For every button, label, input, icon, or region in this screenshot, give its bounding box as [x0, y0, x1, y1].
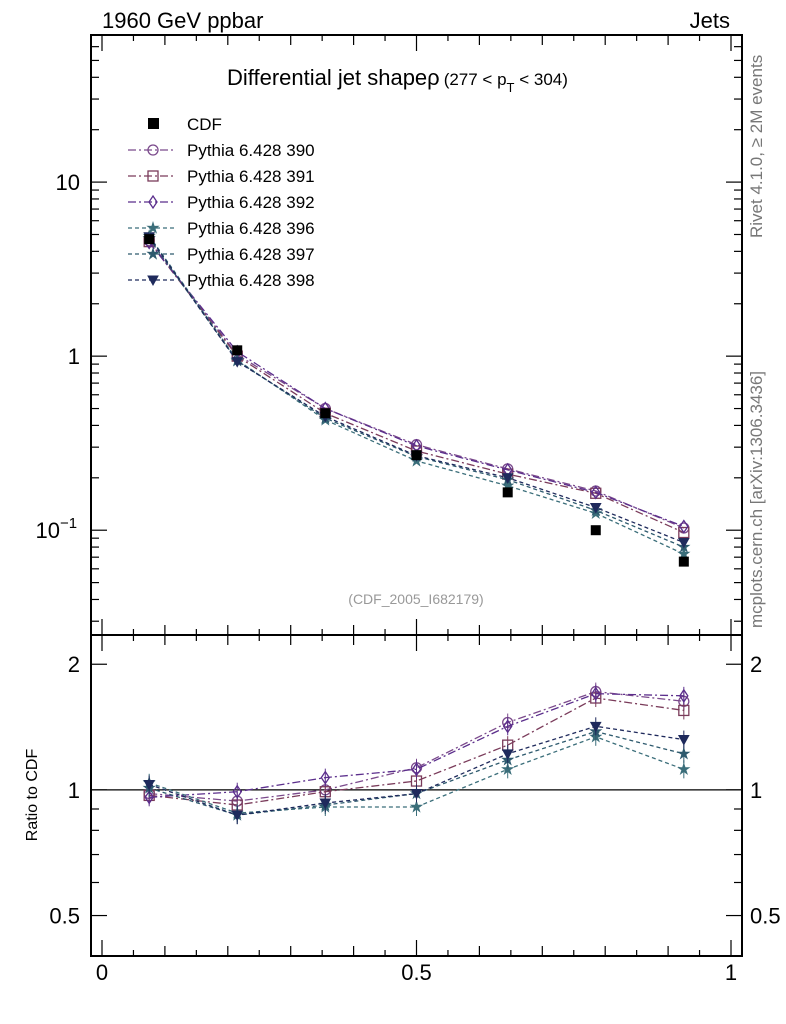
rivet-version-label: Rivet 4.1.0, ≥ 2M events — [747, 55, 766, 238]
ratio-y-tick-label: 2 — [68, 652, 80, 677]
x-tick-label: 0.5 — [401, 960, 432, 985]
ratio-y-tick-label: 0.5 — [49, 904, 80, 929]
main-y-tick-label: 10 — [56, 170, 80, 195]
ratio-y-tick-label-right: 2 — [750, 652, 762, 677]
series-point — [501, 749, 514, 760]
series-point — [231, 810, 244, 822]
series-point — [679, 688, 689, 704]
legend-marker-cdf — [148, 118, 159, 129]
cdf-data-point — [411, 450, 422, 461]
analysis-watermark: (CDF_2005_I682179) — [348, 591, 483, 607]
series-point — [147, 275, 159, 287]
series-point — [410, 789, 423, 800]
series-point — [502, 719, 513, 734]
ratio-axis-label: Ratio to CDF — [24, 749, 41, 842]
series-point — [589, 503, 602, 514]
series-point — [231, 357, 244, 368]
series-point — [590, 485, 601, 500]
ratio-y-tick-label: 1 — [68, 778, 80, 803]
cdf-data-point — [502, 487, 513, 498]
series-ratio — [143, 717, 690, 825]
legend-label: Pythia 6.428 391 — [187, 167, 315, 186]
mcplots-label: mcplots.cern.ch [arXiv:1306.3436] — [747, 371, 766, 628]
cdf-data-point — [320, 408, 331, 419]
series-point — [677, 735, 690, 746]
legend-label: Pythia 6.428 392 — [187, 193, 315, 212]
cdf-data-point — [144, 234, 155, 245]
series-point — [501, 473, 514, 484]
series-layer — [142, 229, 691, 825]
series-point — [147, 144, 159, 156]
ratio-y-tick-label-right: 0.5 — [750, 904, 781, 929]
series-point — [146, 220, 160, 234]
series-point — [148, 194, 158, 210]
cdf-data-point — [232, 345, 243, 356]
series-point — [320, 770, 331, 785]
cdf-data — [144, 234, 689, 567]
series-point — [677, 537, 690, 549]
cdf-data-point — [590, 525, 601, 536]
series-point — [146, 246, 160, 260]
legend-label: Pythia 6.428 398 — [187, 271, 315, 290]
series-point — [409, 800, 424, 813]
series-point — [677, 762, 691, 776]
ratio-axis-ticks: 0.5 0.5 1 1 2 2 — [49, 652, 781, 957]
ratio-y-tick-label-right: 1 — [750, 778, 762, 803]
x-tick-label: 0 — [96, 960, 108, 985]
legend: CDF Pythia 6.428 390 Pythia 6.428 391 Pythi… — [128, 115, 315, 290]
x-tick-label: 1 — [725, 960, 737, 985]
series-point — [679, 519, 689, 534]
legend-label: Pythia 6.428 390 — [187, 141, 315, 160]
legend-label: Pythia 6.428 396 — [187, 219, 315, 238]
series-point — [677, 746, 691, 760]
series-point — [232, 784, 243, 799]
main-y-tick-label: 10 — [36, 518, 60, 543]
series-point — [677, 547, 691, 560]
series-ratio — [144, 684, 689, 807]
series-point — [678, 704, 690, 717]
series-line — [148, 240, 685, 529]
series-point — [144, 790, 154, 805]
main-y-tick-label: 1 — [68, 344, 80, 369]
series-point — [147, 170, 159, 182]
series-point — [319, 798, 332, 810]
plot-title: Differential jet shapeρ (277 < pT < 304) — [227, 65, 568, 95]
series-point — [411, 762, 422, 777]
series-point — [143, 780, 156, 791]
energy-label: 1960 GeV ppbar — [102, 8, 263, 33]
cdf-data-point — [678, 556, 689, 567]
legend-label-cdf: CDF — [187, 115, 222, 134]
main-y-tick-exponent: −1 — [60, 515, 77, 532]
legend-label: Pythia 6.428 397 — [187, 245, 315, 264]
jets-label: Jets — [690, 8, 730, 33]
series-point — [589, 721, 602, 733]
series-point — [590, 686, 601, 701]
series-point — [678, 526, 690, 539]
